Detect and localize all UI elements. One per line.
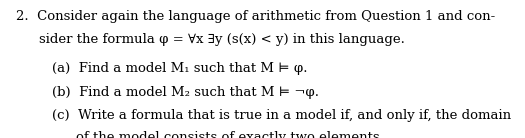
- Text: sider the formula φ = ∀x ∃y (s(x) < y) in this language.: sider the formula φ = ∀x ∃y (s(x) < y) i…: [39, 33, 405, 46]
- Text: (b)  Find a model M₂ such that M ⊨ ¬φ.: (b) Find a model M₂ such that M ⊨ ¬φ.: [52, 86, 320, 99]
- Text: 2.  Consider again the language of arithmetic from Question 1 and con-: 2. Consider again the language of arithm…: [16, 10, 495, 23]
- Text: (c)  Write a formula that is true in a model if, and only if, the domain: (c) Write a formula that is true in a mo…: [52, 109, 512, 122]
- Text: of the model consists of exactly two elements.: of the model consists of exactly two ele…: [76, 131, 384, 138]
- Text: (a)  Find a model M₁ such that M ⊨ φ.: (a) Find a model M₁ such that M ⊨ φ.: [52, 62, 308, 75]
